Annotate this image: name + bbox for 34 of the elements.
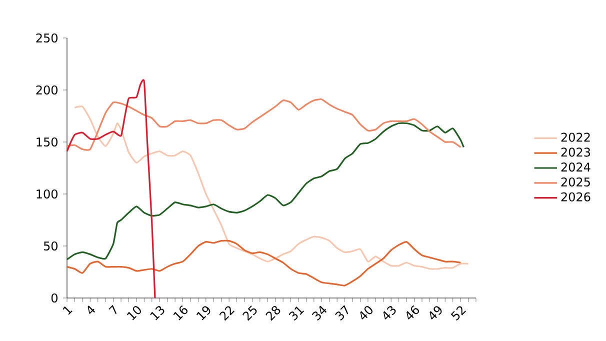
x-tick-label: 25 xyxy=(242,306,257,321)
x-tick-label: 1 xyxy=(62,306,72,315)
x-tick-label: 37 xyxy=(335,305,348,321)
x-tick-label: 34 xyxy=(312,306,327,321)
legend-label: 2023 xyxy=(561,148,590,157)
y-tick-label: 100 xyxy=(36,189,58,199)
line-series xyxy=(66,98,462,151)
x-tick-label: 13 xyxy=(150,306,164,320)
legend-label: 2025 xyxy=(561,177,590,187)
line-series xyxy=(66,80,156,299)
x-tick-label: 46 xyxy=(406,305,420,320)
y-tick-label: 150 xyxy=(36,137,58,147)
y-tick-label: 200 xyxy=(36,85,58,95)
x-tick-label: 10 xyxy=(127,306,141,320)
line-series xyxy=(66,122,464,260)
legend-label: 2024 xyxy=(561,162,590,172)
x-tick-label: 49 xyxy=(430,306,442,320)
legend-label: 2022 xyxy=(561,132,590,142)
x-tick-label: 43 xyxy=(383,306,396,320)
legend-label: 2026 xyxy=(561,192,590,202)
x-tick-label: 7 xyxy=(108,304,117,314)
x-tick-label: 16 xyxy=(173,305,188,320)
x-tick-label: 19 xyxy=(196,306,210,320)
x-tick-label: 22 xyxy=(219,306,235,321)
y-tick-label: 250 xyxy=(36,33,58,43)
y-tick-label: 50 xyxy=(44,241,58,251)
line-series xyxy=(66,240,462,286)
line-series xyxy=(74,106,470,270)
x-tick-label: 31 xyxy=(288,306,304,321)
x-tick-label: 4 xyxy=(88,306,95,314)
x-tick-label: 52 xyxy=(450,306,466,321)
x-tick-label: 28 xyxy=(266,306,280,321)
x-tick-label: 40 xyxy=(360,306,372,320)
y-tick-label: 0 xyxy=(51,293,58,303)
